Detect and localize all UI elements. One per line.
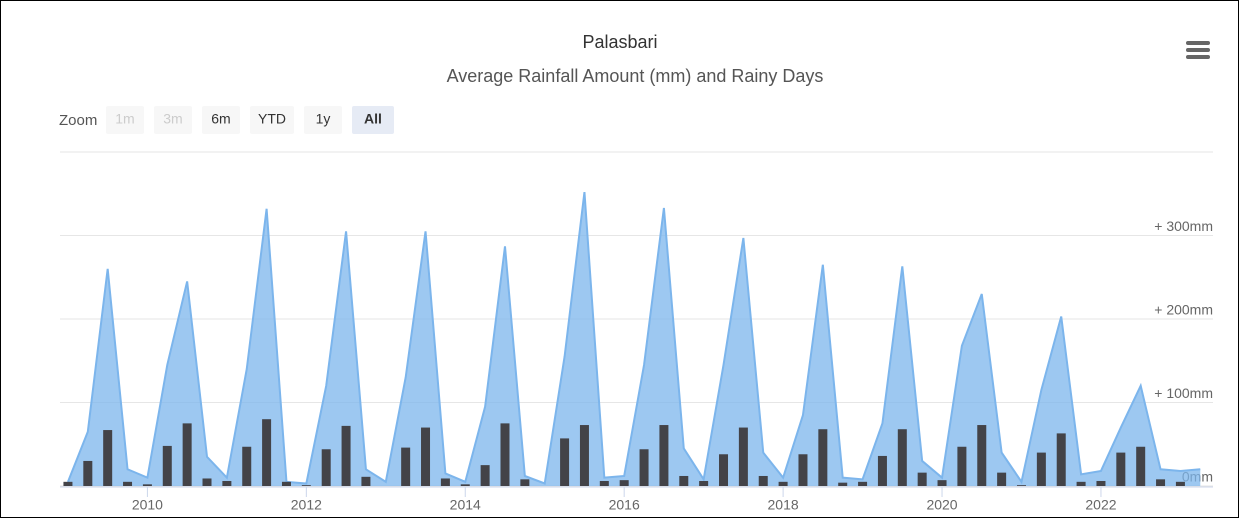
rainy-days-bar <box>977 425 987 486</box>
rainy-days-bar <box>659 425 669 486</box>
zoom-button[interactable] <box>352 106 394 134</box>
rainy-days-bar <box>818 429 828 486</box>
rainy-days-bar <box>719 454 729 486</box>
rainy-days-bar <box>162 445 172 486</box>
x-tick-label: 2014 <box>450 497 481 513</box>
y-tick-label: + 200mm <box>1154 302 1213 318</box>
rainy-days-bar <box>897 429 907 486</box>
rainy-days-bar <box>202 478 212 486</box>
rainy-days-bar <box>838 482 848 486</box>
rainy-days-bar <box>1096 480 1106 486</box>
rainy-days-bar <box>361 476 371 486</box>
rainy-days-bar <box>1036 452 1046 486</box>
rainy-days-bar <box>877 455 887 486</box>
y-tick-label: + 100mm <box>1154 385 1213 401</box>
x-tick-label: 2020 <box>926 497 957 513</box>
rainy-days-bar <box>699 480 709 486</box>
y-tick-label: + 300mm <box>1154 218 1213 234</box>
rainy-days-bar <box>738 427 748 486</box>
rainy-days-bar <box>579 425 589 486</box>
rainy-days-bar <box>639 449 649 486</box>
zoom-button <box>106 106 144 134</box>
rainy-days-bar <box>957 446 967 486</box>
rainy-days-bar <box>341 425 351 486</box>
rainy-days-bar <box>123 481 133 486</box>
rainy-days-bar <box>83 460 93 486</box>
rainy-days-bar <box>798 454 808 486</box>
rainy-days-bar <box>460 484 470 486</box>
rainy-days-bar <box>222 480 232 486</box>
rainy-days-bar <box>1116 452 1126 486</box>
x-tick-label: 2012 <box>291 497 322 513</box>
zoom-button <box>154 106 192 134</box>
rainy-days-bar <box>679 475 689 486</box>
rainy-days-bar <box>103 430 113 486</box>
zoom-button[interactable] <box>304 106 342 134</box>
zoom-button-label[interactable]: All <box>364 111 382 127</box>
rainy-days-bar <box>917 472 927 486</box>
rainy-days-bar <box>281 481 291 486</box>
zoom-button-label[interactable]: 1y <box>316 111 331 127</box>
rainy-days-bar <box>758 475 768 486</box>
rainy-days-bar <box>182 423 192 486</box>
rainy-days-bar <box>500 423 510 486</box>
zoom-button-label[interactable]: 6m <box>211 111 230 127</box>
rainy-days-bar <box>301 485 311 486</box>
rainy-days-bar <box>242 446 252 486</box>
rainy-days-bar <box>1136 446 1146 486</box>
rainy-days-bar <box>142 484 152 486</box>
rainy-days-bar <box>1156 479 1166 486</box>
rainy-days-bar <box>1076 481 1086 486</box>
rainy-days-bar <box>560 438 570 486</box>
zoom-label: Zoom <box>59 112 97 129</box>
zoom-button-label: 3m <box>163 111 182 127</box>
rainy-days-bar <box>401 447 411 486</box>
x-tick-label: 2016 <box>609 497 640 513</box>
chart-title: Palasbari <box>582 32 657 52</box>
zoom-button-label: 1m <box>115 111 134 127</box>
rainy-days-bar <box>1175 481 1185 486</box>
rainfall-line <box>67 191 1201 485</box>
rainy-days-bar <box>440 478 450 486</box>
menu-icon[interactable] <box>1186 41 1210 59</box>
rainy-days-bar <box>997 472 1007 486</box>
rainy-days-bar <box>858 481 868 486</box>
x-tick-label: 2010 <box>132 497 163 513</box>
rainy-days-bar <box>262 419 272 486</box>
rainy-days-bar <box>599 480 609 486</box>
zoom-button[interactable] <box>202 106 240 134</box>
zoom-button-label[interactable]: YTD <box>258 111 286 127</box>
rainy-days-bar <box>63 481 73 486</box>
zoom-button[interactable] <box>250 106 294 134</box>
rainy-days-bar <box>937 480 947 486</box>
rainy-days-bar <box>480 465 490 486</box>
zoom-bar: Zoom 1m 3m 6m YTD 1y All <box>59 106 394 134</box>
rainy-days-bar <box>321 449 331 486</box>
rainy-days-bar <box>778 481 788 486</box>
x-tick-label: 2018 <box>768 497 799 513</box>
rainy-days-bar <box>1056 433 1066 486</box>
rainy-days-bar <box>1016 485 1026 486</box>
rainy-days-bar <box>619 480 629 486</box>
x-tick-label: 2022 <box>1085 497 1116 513</box>
chart-subtitle: Average Rainfall Amount (mm) and Rainy D… <box>447 66 824 86</box>
rainy-days-bar <box>421 427 431 486</box>
rainy-days-bar <box>520 479 530 486</box>
